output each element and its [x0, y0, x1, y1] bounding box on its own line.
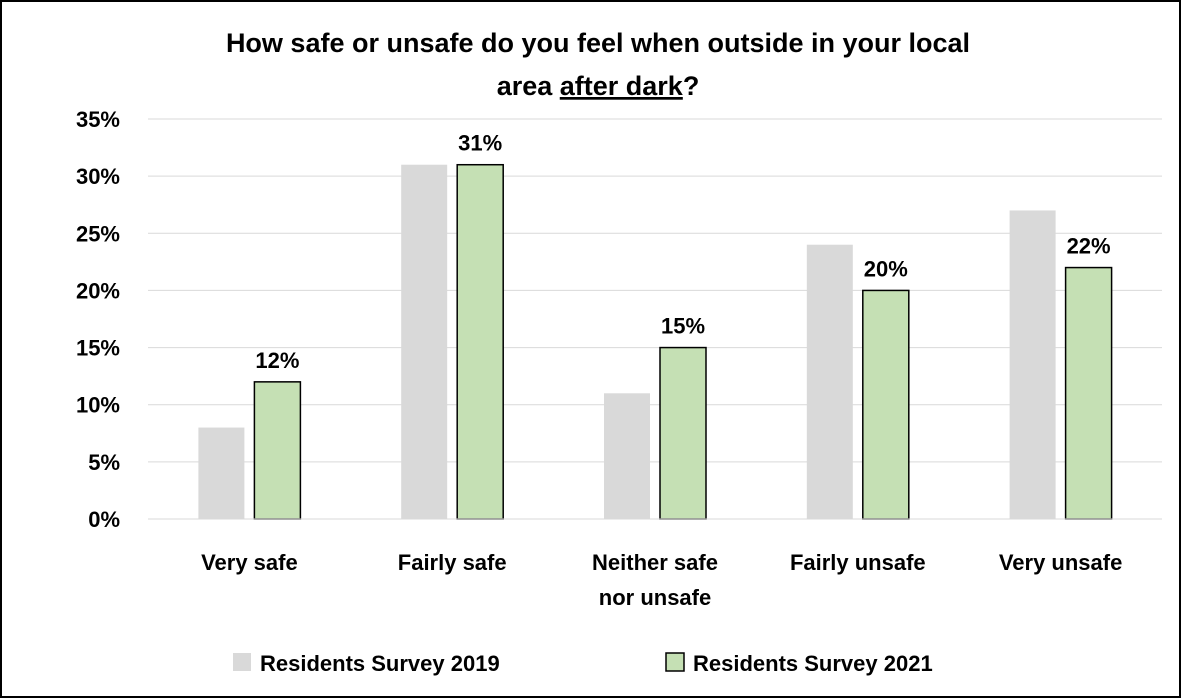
category-label: Fairly safe: [398, 550, 507, 575]
data-label-2021: 15%: [661, 314, 705, 339]
bar-2021: [659, 346, 707, 520]
bar-2019: [604, 393, 650, 519]
chart-title-emphasis: after dark: [560, 71, 684, 101]
x-axis-categories: Very safe Fairly safe Neither safe nor unsa…: [201, 550, 1122, 610]
data-label-2021: 20%: [864, 256, 908, 281]
legend-label-2019: Residents Survey 2019: [260, 651, 500, 676]
y-tick-label: 30%: [76, 164, 120, 189]
y-tick-label: 20%: [76, 278, 120, 303]
category-label: Very safe: [201, 550, 298, 575]
bar-2021: [456, 163, 504, 520]
legend-label-2021: Residents Survey 2021: [693, 651, 933, 676]
bars: [148, 163, 1162, 520]
gridlines: [148, 118, 1162, 520]
data-label-2021: 12%: [255, 348, 299, 373]
chart-title-line2-prefix: area: [497, 71, 560, 101]
bar-2019: [198, 427, 245, 519]
chart-title-line2: area after dark?: [497, 71, 700, 101]
y-tick-label: 25%: [76, 221, 120, 246]
chart-title-line1: How safe or unsafe do you feel when outs…: [226, 28, 970, 58]
chart-title-line2-suffix: ?: [683, 71, 700, 101]
data-labels: 12% 31% 15% 20% 22%: [255, 131, 1110, 373]
category-label: Neither safe nor unsafe: [592, 550, 718, 610]
bar-2021: [253, 381, 302, 520]
bar-2019: [806, 244, 853, 519]
y-tick-label: 15%: [76, 336, 120, 361]
bar-2021: [862, 289, 910, 520]
bar-2019: [1009, 210, 1056, 519]
data-label-2021: 22%: [1067, 234, 1111, 259]
legend-swatch-2019: [233, 653, 251, 671]
legend-swatch-2021: [665, 652, 685, 672]
bar-2019: [401, 164, 448, 519]
y-tick-label: 35%: [76, 107, 120, 132]
category-label: Very unsafe: [999, 550, 1123, 575]
bar-2021: [1064, 266, 1113, 520]
y-tick-label: 5%: [88, 450, 120, 475]
y-axis-ticks: 0% 5% 10% 15% 20% 25% 30% 35%: [76, 107, 120, 532]
legend: Residents Survey 2019 Residents Survey 2…: [233, 651, 933, 676]
chart-title: How safe or unsafe do you feel when outs…: [226, 28, 970, 101]
y-tick-label: 10%: [76, 393, 120, 418]
y-tick-label: 0%: [88, 507, 120, 532]
category-label: Fairly unsafe: [790, 550, 926, 575]
data-label-2021: 31%: [458, 131, 502, 156]
